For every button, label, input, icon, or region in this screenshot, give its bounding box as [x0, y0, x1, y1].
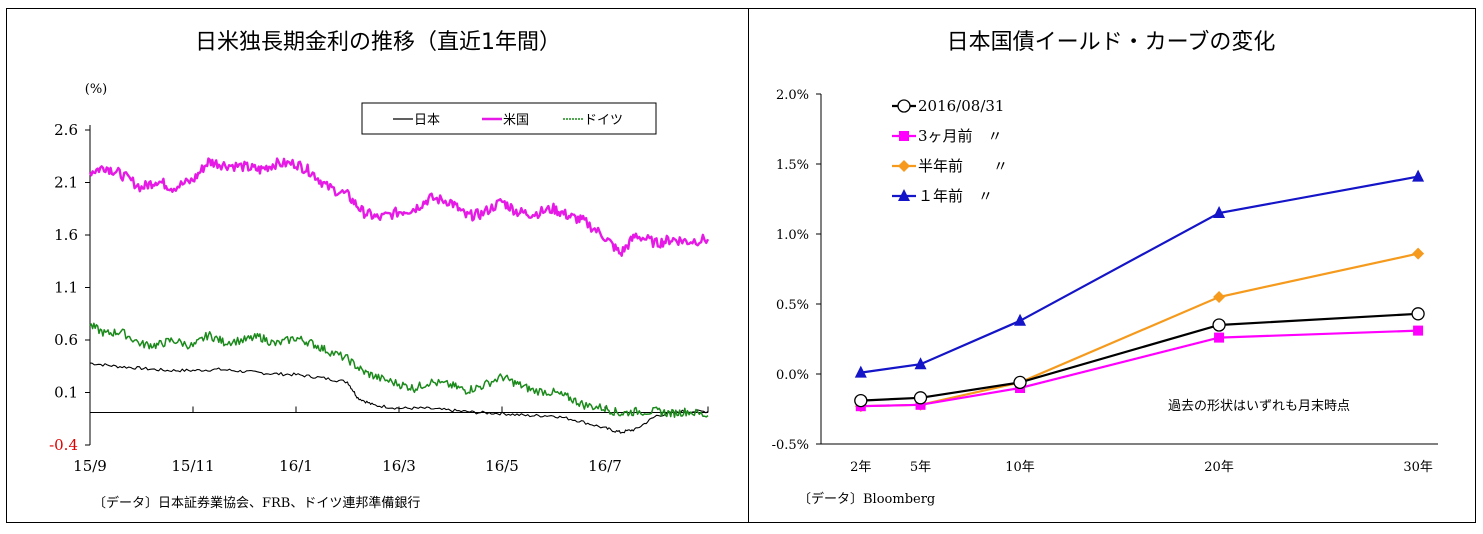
chart1-y-tick-label: -0.4 — [49, 436, 78, 454]
series-line-diamond — [860, 252, 1419, 408]
point-circle — [1212, 318, 1226, 332]
chart2-legend-marker — [897, 99, 911, 113]
chart2-legend-label: 2016/08/31 — [918, 97, 1004, 115]
chart1-x-tick-label: 16/7 — [588, 457, 622, 475]
chart1-y-tick-label: 1.1 — [54, 279, 78, 297]
chart2-legend-label: １年前 〃 — [918, 187, 993, 205]
chart1-y-tick-label: 2.1 — [54, 174, 78, 192]
point-triangle — [914, 357, 927, 370]
chart1-legend: 日本 米国 ドイツ — [361, 102, 657, 135]
point-square — [915, 399, 926, 410]
point-triangle — [1213, 206, 1226, 218]
rates-chart: 日米独長期金利の推移（直近1年間） (%) 2.6 2.1 1.6 1.1 0.6 0.1… — [49, 30, 710, 511]
chart2-source: 〔データ〕Bloomberg — [798, 491, 935, 507]
chart1-y-tick-labels: 2.6 2.1 1.6 1.1 0.6 0.1 -0.4 — [49, 121, 78, 454]
chart1-x-tick-label: 15/11 — [171, 457, 214, 475]
chart2-y-tick-labels: 2.0% 1.5% 1.0% 0.5% 0.0% -0.5% — [772, 88, 809, 453]
chart1-legend-box — [361, 102, 657, 135]
panel-divider — [748, 8, 749, 523]
chart1-x-tick-label: 15/9 — [73, 457, 107, 475]
point-triangle — [1014, 313, 1027, 326]
chart2-note: 過去の形状はいずれも月末時点 — [1168, 399, 1350, 414]
chart1-unit-label: (%) — [85, 82, 108, 97]
point-diamond — [1213, 291, 1226, 303]
chart2-y-tick-label: 0.5% — [776, 298, 809, 313]
point-diamond — [1412, 247, 1425, 260]
chart2-x-tick-label: 5年 — [910, 460, 931, 475]
chart2-legend-marker — [899, 131, 909, 141]
chart1-series-lines — [88, 157, 710, 434]
chart2-x-tick-label: 30年 — [1403, 460, 1433, 475]
chart2-legend: 2016/08/31 3ヶ月前 〃半年前 〃 １年前 〃 — [892, 97, 1008, 205]
legend-germany-label: ドイツ — [584, 113, 623, 128]
chart1-title: 日米独長期金利の推移（直近1年間） — [195, 30, 561, 55]
point-triangle — [1412, 169, 1425, 182]
figure-frame — [6, 8, 1476, 523]
chart2-x-tick-label: 10年 — [1005, 460, 1035, 475]
series-line-triangle — [860, 175, 1419, 374]
point-circle — [1411, 307, 1425, 321]
chart2-x-tick-label: 2年 — [850, 460, 871, 475]
chart2-y-tick-label: -0.5% — [772, 438, 809, 453]
chart1-y-tick-label: 0.1 — [54, 384, 78, 402]
yield-curve-chart: 日本国債イールド・カーブの変化 2.0% 1.5% 1.0% 0.5% 0.0% -0.5… — [772, 30, 1438, 507]
series-line-日本 — [89, 362, 709, 434]
chart1-y-tick-label: 0.6 — [54, 331, 78, 349]
chart2-y-tick-label: 0.0% — [776, 368, 809, 383]
series-line-ドイツ — [89, 322, 709, 419]
chart1-y-tick-label: 2.6 — [54, 121, 78, 139]
point-circle — [913, 391, 928, 405]
point-square — [1214, 332, 1225, 343]
chart2-x-tick-labels: 2年 5年 10年 20年 30年 — [850, 460, 1433, 475]
point-circle — [1013, 375, 1027, 390]
series-line-米国 — [88, 157, 710, 257]
chart2-legend-marker — [898, 189, 910, 201]
chart1-x-tick-label: 16/5 — [485, 457, 519, 475]
chart2-series-lines — [854, 169, 1425, 413]
chart2-axes — [816, 93, 1438, 445]
point-triangle — [854, 365, 867, 378]
chart1-source: 〔データ〕日本証券業協会、FRB、ドイツ連邦準備銀行 — [93, 495, 420, 511]
chart2-legend-label: 半年前 〃 — [918, 157, 1008, 175]
chart2-y-tick-label: 1.0% — [776, 228, 809, 243]
chart2-y-tick-label: 1.5% — [776, 158, 809, 173]
legend-japan-label: 日本 — [414, 113, 440, 128]
legend-us-label: 米国 — [503, 113, 529, 128]
chart1-x-tick-label: 16/3 — [382, 457, 416, 475]
chart1-y-tick-label: 1.6 — [54, 226, 78, 244]
point-circle — [854, 393, 868, 408]
chart2-y-tick-label: 2.0% — [776, 88, 809, 103]
chart2-legend-marker — [898, 160, 910, 172]
point-square — [1413, 325, 1424, 336]
chart2-title: 日本国債イールド・カーブの変化 — [947, 30, 1276, 55]
chart2-legend-label: 3ヶ月前 〃 — [918, 127, 1003, 145]
chart2-x-tick-label: 20年 — [1204, 460, 1234, 475]
chart1-x-tick-label: 16/1 — [279, 457, 313, 475]
chart1-x-tick-labels: 15/9 15/11 16/1 16/3 16/5 16/7 — [73, 457, 622, 475]
chart1-axes — [85, 125, 709, 446]
